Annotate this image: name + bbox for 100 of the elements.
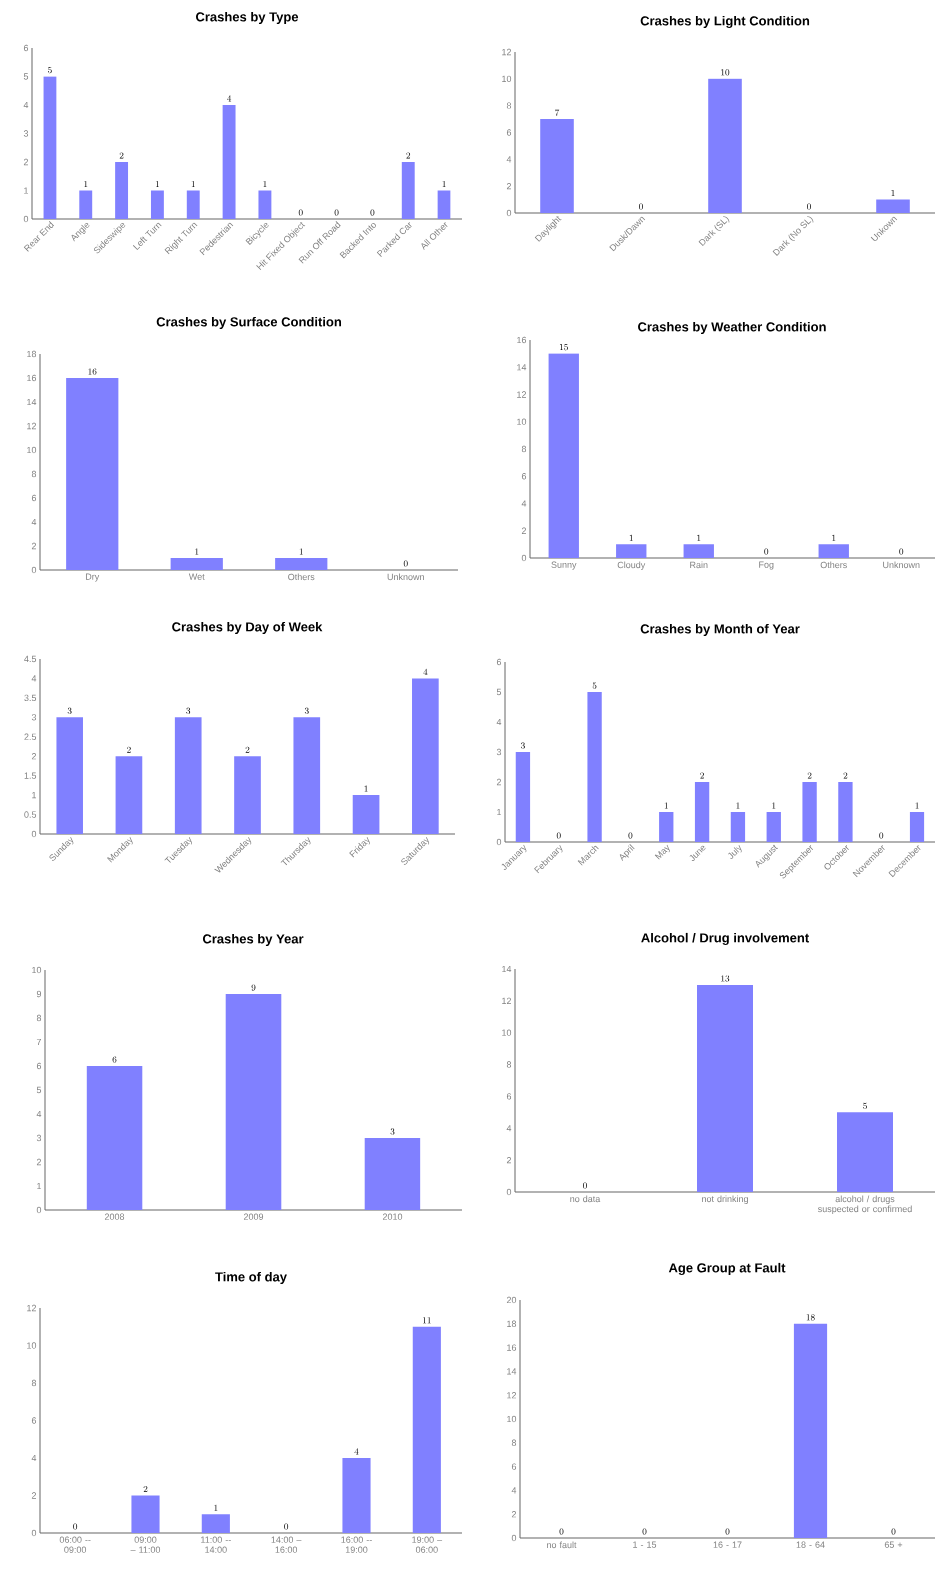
data-label: 1 — [155, 180, 159, 187]
data-label: 9 — [251, 984, 256, 991]
data-label: 4 — [227, 95, 232, 102]
y-tick-label: 3 — [31, 714, 37, 721]
y-tick-label: 8 — [31, 470, 37, 478]
data-label: 1 — [442, 180, 446, 187]
chart-title: Crashes by Light Condition — [640, 15, 810, 29]
data-label: 0 — [899, 548, 904, 555]
bar — [150, 190, 164, 219]
y-tick-label: 12 — [27, 422, 37, 430]
data-label: 2 — [127, 746, 131, 753]
y-tick-label: 0.5 — [24, 811, 37, 818]
bar — [587, 692, 602, 842]
y-tick-label: 5 — [36, 1086, 42, 1094]
x-tick-label: not drinking — [702, 1195, 748, 1204]
y-tick-label: 4 — [506, 1125, 512, 1132]
y-tick-label: 2 — [496, 778, 502, 786]
y-tick-label: 10 — [502, 75, 512, 83]
bar — [708, 78, 742, 213]
x-tick-label: 2009 — [243, 1213, 264, 1220]
y-tick-label: 0 — [31, 830, 37, 838]
y-tick-label: 8 — [506, 102, 512, 109]
y-tick-label: 1 — [497, 808, 502, 816]
data-label: 0 — [764, 548, 769, 555]
x-tick-label: Unknown — [883, 561, 920, 569]
x-tick-label: 19:00 – 06:00 — [412, 1536, 443, 1553]
bar — [115, 161, 129, 219]
y-tick-label: 0 — [511, 1534, 517, 1542]
bar — [43, 76, 57, 219]
y-tick-label: 1.5 — [24, 772, 37, 779]
y-tick-label: 0 — [36, 1206, 42, 1214]
chart-title: Age Group at Fault — [668, 1262, 786, 1276]
chart-title: Crashes by Surface Condition — [156, 316, 342, 330]
bar — [401, 161, 415, 219]
y-tick-label: 10 — [507, 1415, 517, 1423]
data-label: 0 — [628, 832, 633, 839]
y-tick-label: 6 — [31, 494, 37, 502]
chart-title: Time of day — [215, 1271, 287, 1285]
data-label: 1 — [299, 548, 303, 555]
x-tick-label: 11:00 -- 14:00 — [201, 1536, 231, 1553]
y-tick-label: 0 — [521, 554, 527, 562]
y-tick-label: 6 — [506, 1093, 512, 1100]
y-tick-label: 10 — [27, 1342, 37, 1349]
y-tick-label: 12 — [502, 997, 512, 1004]
data-label: 0 — [73, 1523, 78, 1530]
data-label: 2 — [406, 152, 411, 159]
data-label: 2 — [700, 772, 704, 779]
data-label: 1 — [195, 548, 199, 555]
data-label: 0 — [556, 832, 561, 839]
y-tick-label: 20 — [506, 1296, 517, 1304]
data-label: 18 — [806, 1314, 815, 1321]
y-tick-label: 4 — [31, 1454, 37, 1462]
x-tick-label: Unknown — [387, 573, 424, 581]
bar — [56, 717, 83, 834]
x-tick-label: Sunny — [551, 561, 577, 570]
y-tick-label: 10 — [27, 446, 37, 454]
y-tick-label: 6 — [511, 1463, 517, 1470]
y-tick-label: 8 — [506, 1061, 512, 1068]
y-tick-label: 6 — [521, 473, 527, 480]
y-tick-label: 0 — [506, 209, 512, 217]
x-tick-label: Others — [288, 573, 315, 581]
data-label: 0 — [642, 1528, 647, 1535]
y-tick-label: 3.5 — [24, 694, 37, 702]
data-label: 0 — [879, 832, 884, 839]
chart-title: Crashes by Weather Condition — [638, 321, 826, 335]
y-tick-label: 10 — [32, 966, 42, 974]
data-label: 1 — [263, 180, 267, 187]
data-label: 0 — [559, 1528, 564, 1535]
bar — [909, 811, 925, 842]
bar — [234, 756, 261, 834]
x-tick-label: 1 - 15 — [633, 1541, 657, 1548]
bar — [115, 756, 143, 834]
bar — [131, 1495, 160, 1533]
bar — [201, 1514, 230, 1533]
y-tick-label: 18 — [27, 350, 37, 358]
y-tick-label: 2 — [31, 542, 37, 550]
data-label: 1 — [214, 1504, 218, 1511]
data-label: 0 — [807, 203, 811, 210]
x-tick-label: Dry — [85, 573, 100, 582]
bar — [730, 811, 746, 842]
data-label: 3 — [390, 1128, 395, 1135]
x-tick-label: 2010 — [382, 1213, 403, 1220]
y-tick-label: 0 — [31, 1529, 37, 1537]
y-tick-label: 0 — [31, 566, 37, 574]
y-tick-label: 8 — [521, 445, 527, 453]
y-tick-label: 12 — [27, 1304, 37, 1312]
chart-title: Crashes by Year — [202, 933, 304, 947]
x-tick-label: 06:00 -- 09:00 — [59, 1536, 91, 1553]
y-tick-label: 12 — [517, 391, 527, 398]
y-tick-label: 1 — [24, 187, 29, 194]
chart-title: Alcohol / Drug involvement — [641, 932, 809, 946]
y-tick-label: 2 — [31, 753, 37, 760]
y-tick-label: 14 — [27, 398, 37, 406]
data-label: 0 — [891, 1528, 896, 1535]
y-tick-label: 10 — [517, 418, 527, 425]
y-tick-label: 16 — [517, 336, 527, 344]
x-tick-label: no data — [570, 1195, 601, 1203]
data-label: 1 — [664, 802, 668, 809]
data-label: 5 — [592, 682, 597, 689]
x-tick-label: Others — [820, 561, 847, 569]
